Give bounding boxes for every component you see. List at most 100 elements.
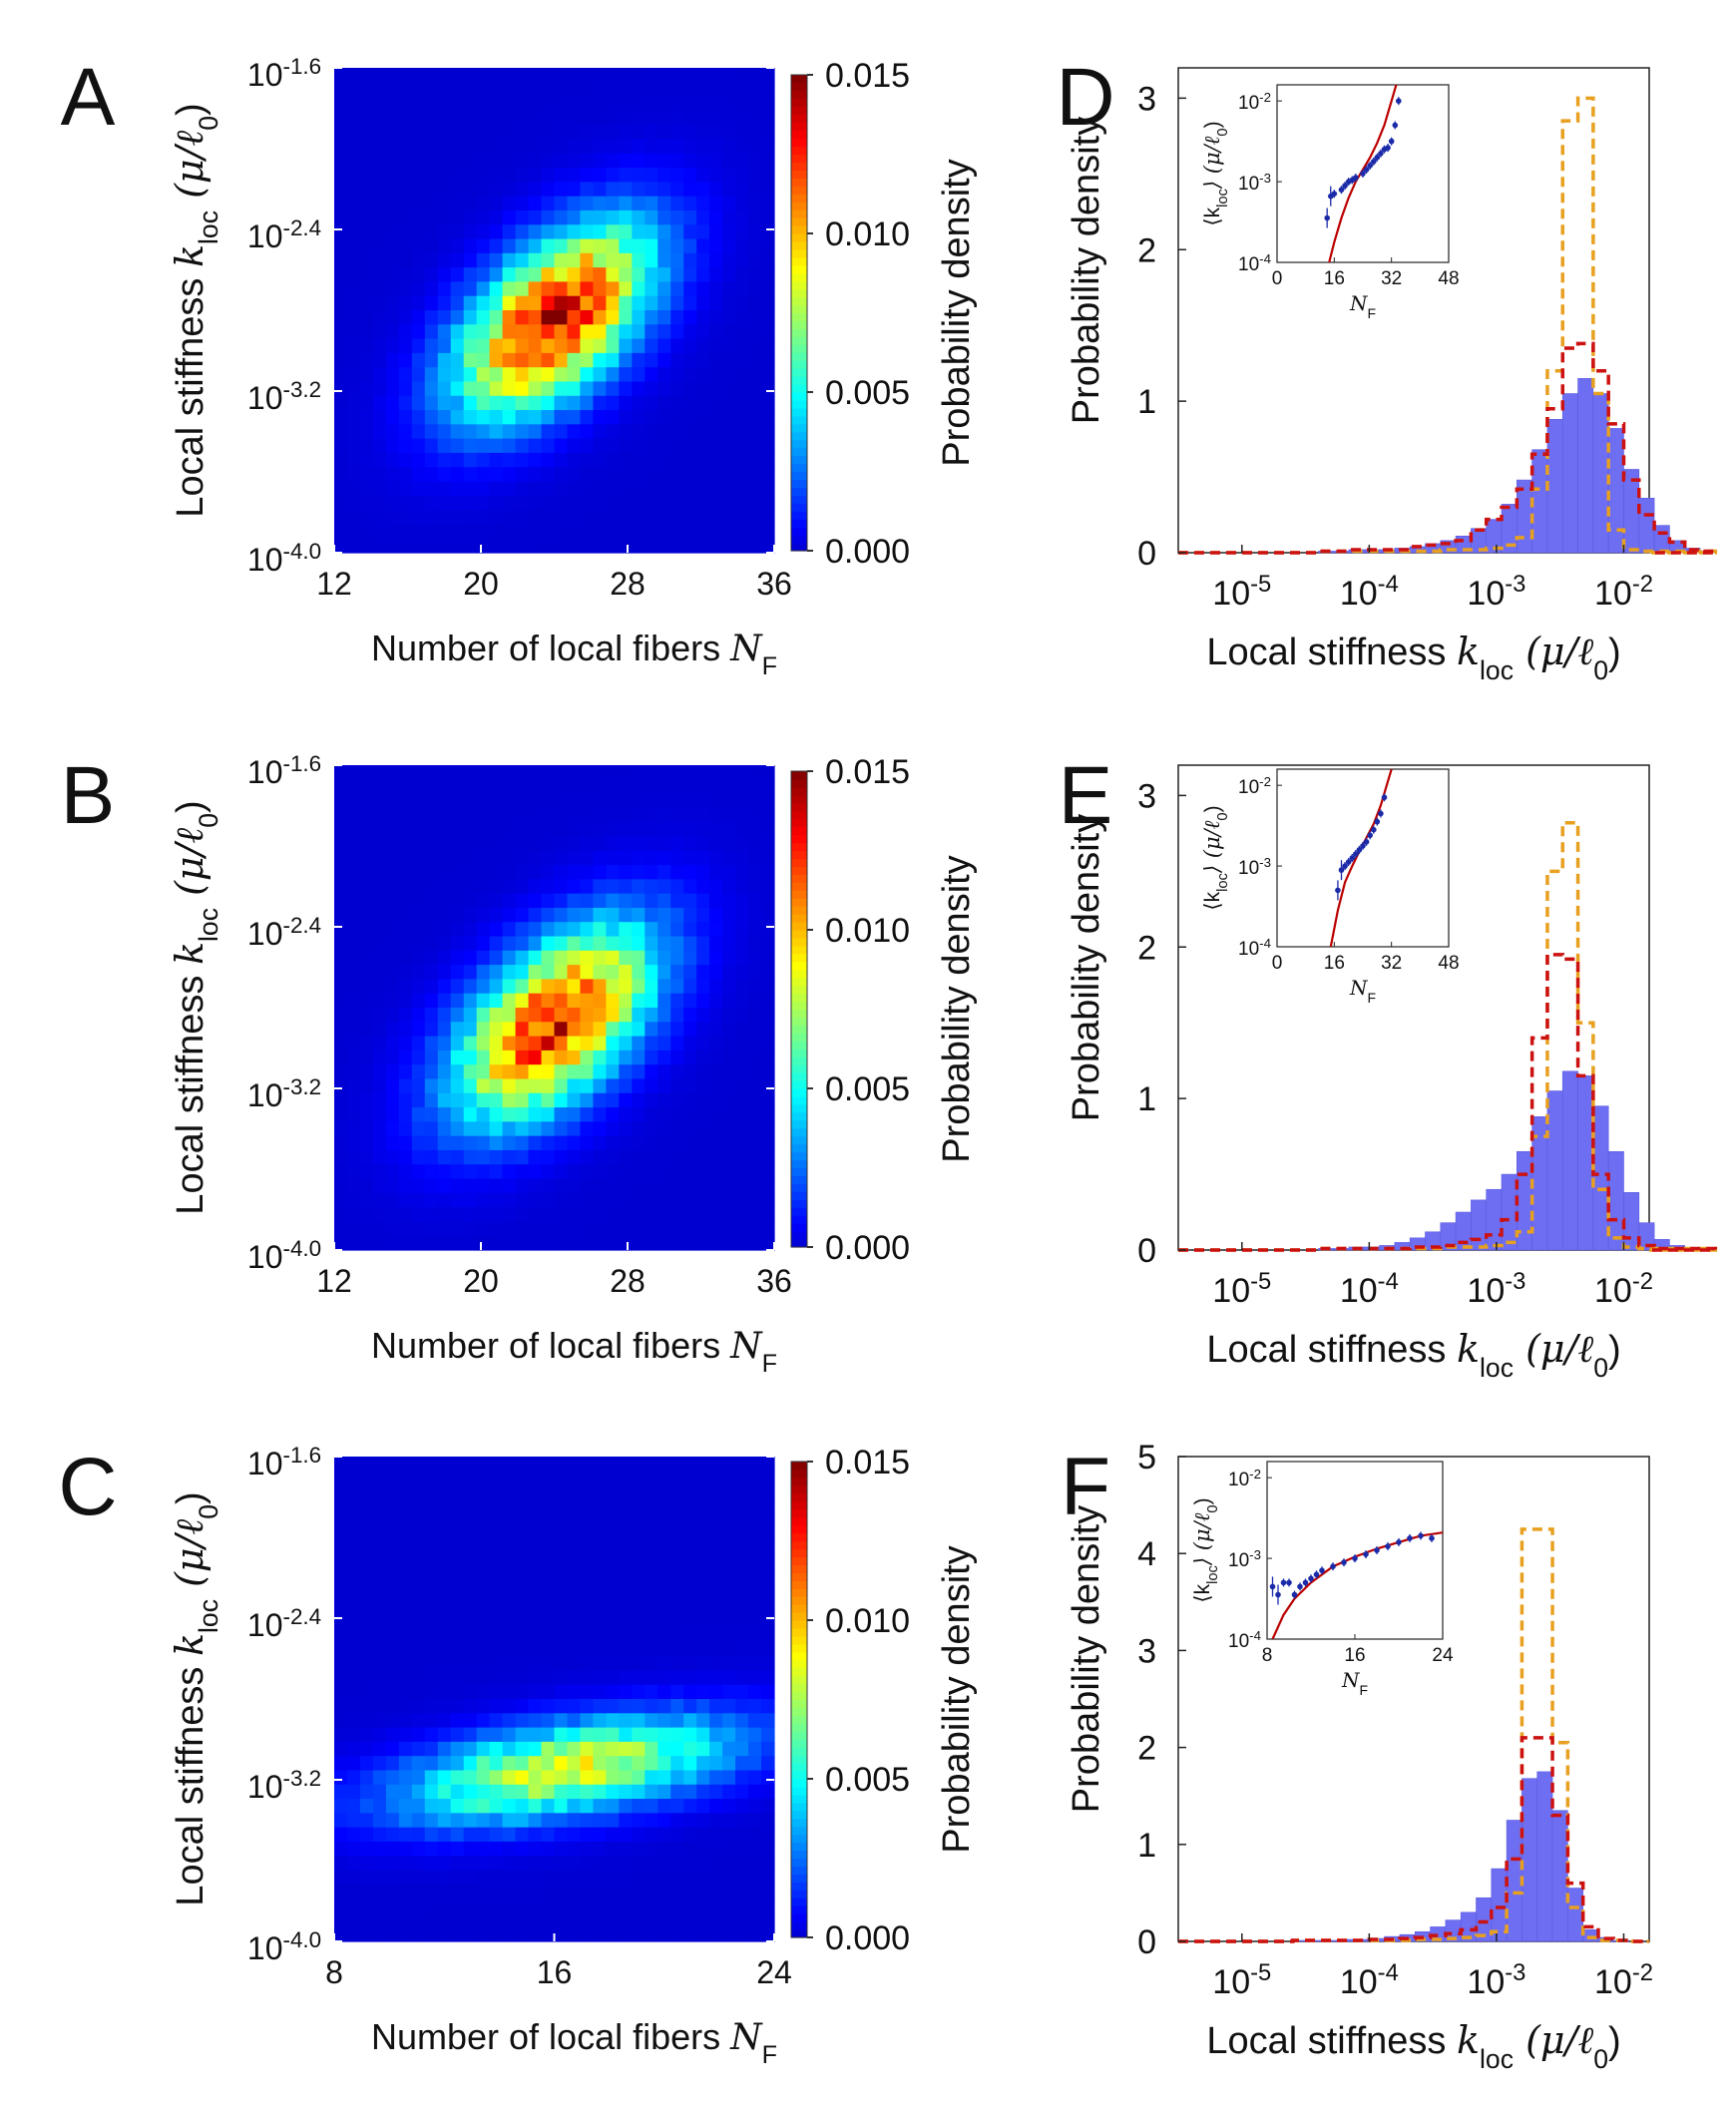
heatmap-cell bbox=[541, 1912, 556, 1928]
colorbar-tick-label: 0.015 bbox=[825, 1444, 910, 1481]
heatmap-cell bbox=[593, 1221, 607, 1237]
heatmap-cell bbox=[593, 1926, 607, 1942]
heatmap-cell bbox=[748, 281, 762, 297]
heatmap-cell bbox=[372, 224, 387, 240]
heatmap-cell bbox=[567, 196, 582, 211]
heatmap-cell bbox=[515, 139, 530, 155]
heatmap-cell bbox=[709, 395, 723, 411]
heatmap-cell bbox=[619, 993, 633, 1009]
heatmap-cell bbox=[334, 836, 348, 852]
hist-bar bbox=[1623, 1191, 1640, 1251]
heatmap-cell bbox=[385, 922, 400, 938]
heatmap-cell bbox=[670, 993, 684, 1009]
heatmap-cell bbox=[385, 452, 400, 468]
heatmap-cell bbox=[398, 310, 413, 325]
heatmap-cell bbox=[606, 1813, 620, 1829]
heatmap-cell bbox=[450, 295, 465, 311]
heatmap-cell bbox=[580, 1598, 595, 1614]
heatmap-cell bbox=[489, 338, 504, 354]
x-axis-label: Number of local fibers NF bbox=[371, 2016, 777, 2069]
heatmap-cell bbox=[593, 950, 607, 966]
heatmap-cell bbox=[541, 1613, 556, 1629]
heatmap-cell bbox=[334, 210, 348, 225]
heatmap-cell bbox=[735, 110, 749, 126]
heatmap-cell bbox=[424, 367, 439, 383]
heatmap-cell bbox=[567, 1149, 582, 1165]
heatmap-cell bbox=[722, 1078, 736, 1094]
heatmap-cell bbox=[385, 524, 400, 540]
heatmap-cell bbox=[385, 196, 400, 211]
heatmap-cell bbox=[670, 1799, 684, 1814]
heatmap-cell bbox=[346, 1078, 361, 1094]
x-tick-label: 36 bbox=[756, 566, 792, 602]
heatmap-cell bbox=[554, 1149, 569, 1165]
heatmap-cell bbox=[528, 196, 543, 211]
heatmap-cell bbox=[606, 424, 620, 440]
heatmap-cell bbox=[450, 936, 465, 952]
y-tick-label: 1 bbox=[1137, 1827, 1156, 1865]
heatmap-cell bbox=[632, 1570, 646, 1586]
heatmap-cell bbox=[515, 1570, 530, 1586]
heatmap-cell bbox=[593, 1899, 607, 1914]
heatmap-cell bbox=[437, 1064, 452, 1080]
heatmap-cell bbox=[411, 922, 426, 938]
heatmap-cell bbox=[722, 310, 736, 325]
heatmap-cell bbox=[463, 936, 478, 952]
inset-data-point bbox=[1269, 1583, 1276, 1590]
heatmap-cell bbox=[619, 1684, 633, 1700]
heatmap-cell bbox=[593, 936, 607, 952]
heatmap-cell bbox=[619, 1926, 633, 1942]
heatmap-cell bbox=[515, 1741, 530, 1757]
heatmap-cell bbox=[722, 1598, 736, 1614]
heatmap-cell bbox=[450, 252, 465, 268]
heatmap-cell bbox=[450, 210, 465, 225]
heatmap-cell bbox=[683, 281, 697, 297]
heatmap-cell bbox=[411, 1064, 426, 1080]
heatmap-cell bbox=[502, 538, 517, 554]
colorbar-segment bbox=[791, 850, 807, 860]
heatmap-cell bbox=[657, 252, 671, 268]
heatmap-cell bbox=[735, 1727, 749, 1743]
heatmap-cell bbox=[372, 1092, 387, 1108]
heatmap-cell bbox=[657, 1841, 671, 1857]
heatmap-cell bbox=[385, 779, 400, 795]
heatmap-cell bbox=[450, 1912, 465, 1928]
heatmap-cell bbox=[476, 993, 491, 1009]
heatmap-cell bbox=[411, 1641, 426, 1657]
heatmap-cell bbox=[398, 1064, 413, 1080]
heatmap-cell bbox=[515, 950, 530, 966]
heatmap-cell bbox=[619, 438, 633, 454]
heatmap-cell bbox=[709, 1036, 723, 1052]
heatmap-cell bbox=[657, 153, 671, 169]
heatmap-cell bbox=[696, 324, 710, 340]
heatmap-cell bbox=[709, 381, 723, 397]
heatmap-cell bbox=[541, 210, 556, 225]
heatmap-cell bbox=[761, 281, 775, 297]
heatmap-cell bbox=[567, 907, 582, 923]
heatmap-cell bbox=[657, 224, 671, 240]
heatmap-cell bbox=[424, 452, 439, 468]
heatmap-cell bbox=[722, 822, 736, 838]
heatmap-cell bbox=[359, 96, 374, 112]
heatmap-cell bbox=[541, 1556, 556, 1571]
heatmap-cell bbox=[489, 452, 504, 468]
heatmap-cell bbox=[722, 1713, 736, 1729]
heatmap-cell bbox=[385, 993, 400, 1009]
colorbar-segment bbox=[791, 1866, 807, 1875]
heatmap-cell bbox=[359, 1036, 374, 1052]
heatmap-cell bbox=[683, 210, 697, 225]
heatmap-cell bbox=[554, 1912, 569, 1928]
heatmap-cell bbox=[696, 510, 710, 526]
heatmap-cell bbox=[657, 1527, 671, 1543]
heatmap-cell bbox=[359, 410, 374, 425]
heatmap-cell bbox=[437, 153, 452, 169]
heatmap-cell bbox=[528, 1870, 543, 1886]
heatmap-cell bbox=[437, 1178, 452, 1194]
heatmap-cell bbox=[722, 68, 736, 83]
heatmap-cell bbox=[761, 1498, 775, 1514]
heatmap-cell bbox=[372, 1856, 387, 1872]
heatmap-cell bbox=[450, 1471, 465, 1486]
heatmap-cell bbox=[502, 1684, 517, 1700]
red-dashed-step bbox=[1178, 341, 1718, 555]
